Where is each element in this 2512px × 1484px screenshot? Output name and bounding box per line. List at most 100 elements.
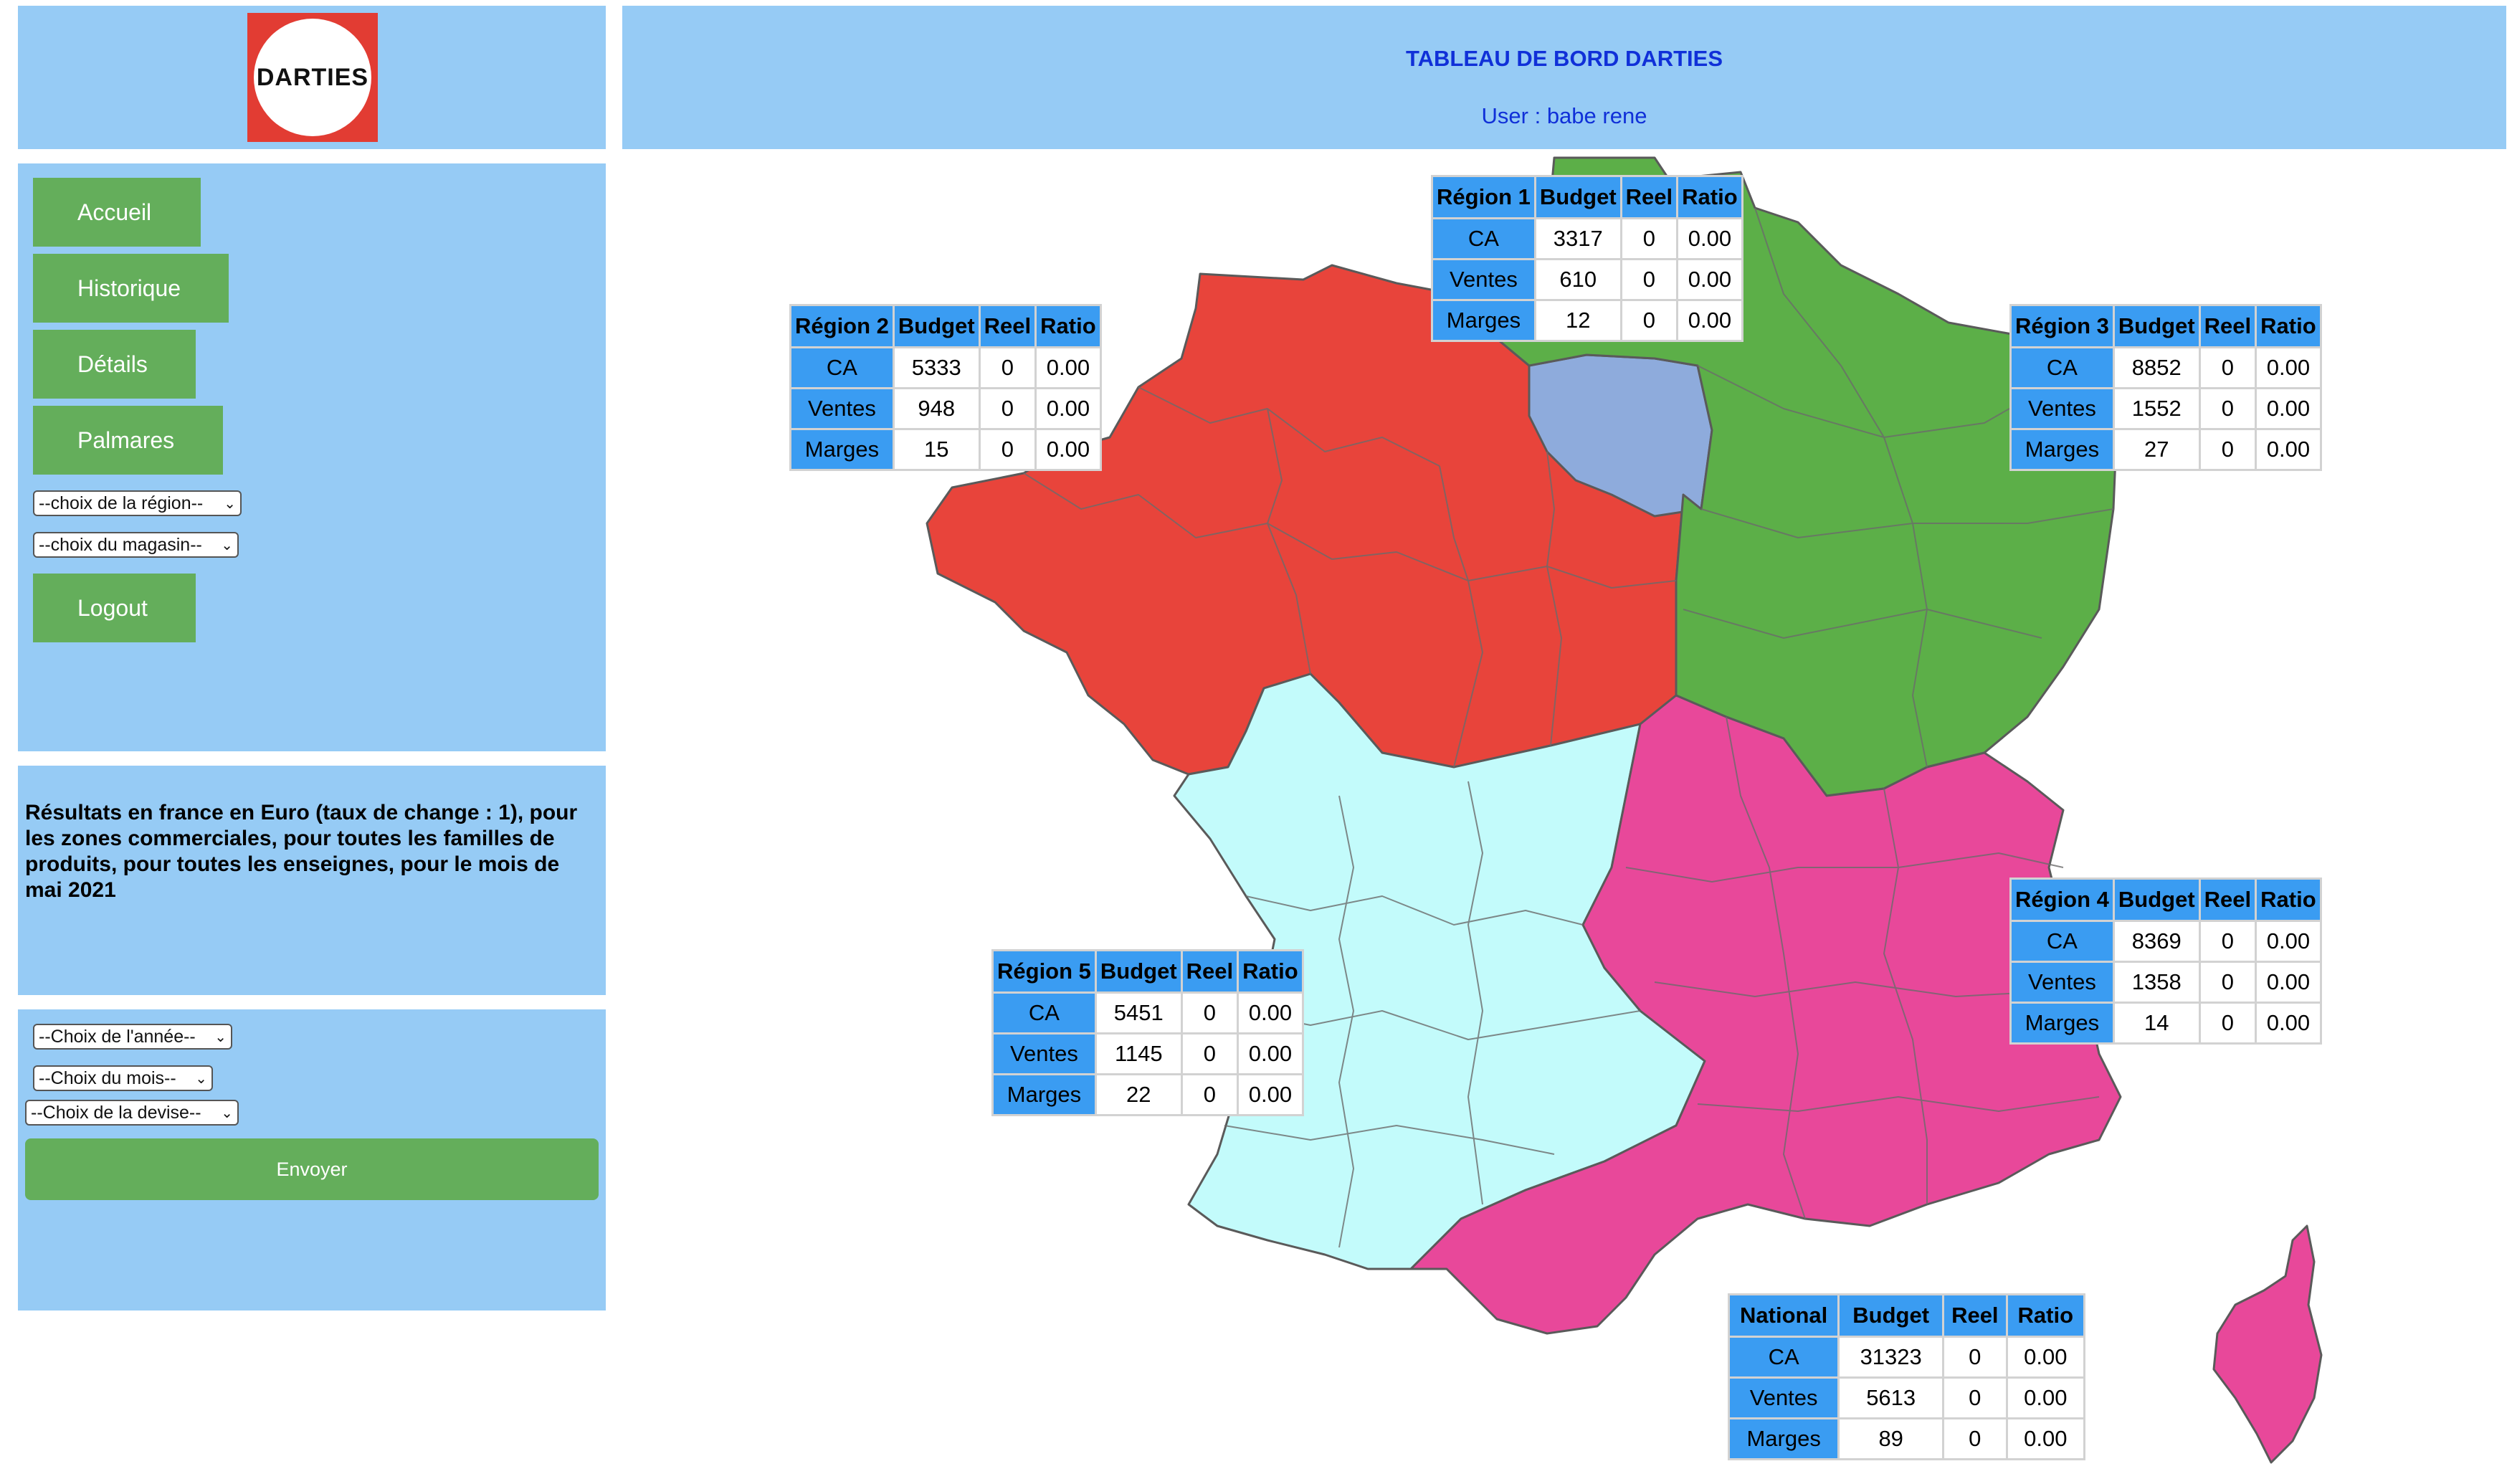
ratio-cell: 0.00 [2005,1376,2086,1419]
table-row: Ventes 1145 0 0.00 [991,1032,1304,1075]
envoyer-button[interactable]: Envoyer [25,1138,599,1200]
reel-cell: 0 [2198,961,2258,1004]
ratio-cell: 0.00 [1237,1032,1304,1075]
table-header: Reel [2198,304,2258,348]
region-select-value: --choix de la région-- [39,493,204,513]
reel-cell: 0 [978,387,1037,430]
details-button[interactable]: Détails [33,330,196,399]
table-header: Région 5 [991,949,1097,994]
region-5-table: Région 5 Budget Reel Ratio CA 5451 0 0.0… [991,949,1304,1116]
ratio-cell: 0.00 [2005,1417,2086,1460]
ratio-cell: 0.00 [1676,299,1743,342]
table-header: Région 3 [2009,304,2115,348]
row-label: Ventes [1431,258,1536,301]
row-label: Ventes [2009,387,2115,430]
table-header: Ratio [2255,877,2322,922]
mois-select-value: --Choix du mois-- [39,1067,176,1088]
ratio-cell: 0.00 [2255,387,2322,430]
reel-cell: 0 [2198,387,2258,430]
table-header: Budget [1094,949,1183,994]
budget-cell: 12 [1533,299,1622,342]
table-header: Ratio [1034,304,1102,348]
annee-select[interactable]: --Choix de l'année-- ⌄ [33,1024,232,1050]
row-label: CA [789,346,895,389]
reel-cell: 0 [1180,991,1240,1034]
reel-cell: 0 [978,346,1037,389]
reel-cell: 0 [2198,920,2258,963]
devise-select[interactable]: --Choix de la devise-- ⌄ [25,1100,239,1126]
reel-cell: 0 [2198,428,2258,471]
region-4-shape[interactable] [1409,694,2122,1335]
reel-cell: 0 [1619,258,1679,301]
region-select[interactable]: --choix de la région-- ⌄ [33,490,242,516]
budget-cell: 31323 [1837,1336,1945,1379]
reel-cell: 0 [1180,1073,1240,1116]
table-row: Ventes 1358 0 0.00 [2009,961,2322,1004]
ratio-cell: 0.00 [2005,1336,2086,1379]
chevron-down-icon: ⌄ [214,1029,227,1045]
filter-form-panel: --Choix de l'année-- ⌄ --Choix du mois--… [18,1009,606,1311]
table-header: Reel [1942,1293,2008,1338]
table-row: Marges 15 0 0.00 [789,428,1102,471]
results-description: Résultats en france en Euro (taux de cha… [25,801,578,902]
table-row: Ventes 5613 0 0.00 [1727,1376,2086,1419]
table-header: Budget [1837,1293,1945,1338]
budget-cell: 22 [1094,1073,1183,1116]
row-label: Ventes [1727,1376,1840,1419]
table-header: Région 4 [2009,877,2115,922]
row-label: CA [2009,920,2115,963]
table-row: CA 3317 0 0.00 [1431,217,1743,260]
ratio-cell: 0.00 [2255,961,2322,1004]
corsica-shape[interactable] [2212,1224,2323,1464]
budget-cell: 15 [892,428,981,471]
table-header: Reel [2198,877,2258,922]
user-label: User : babe rene [1481,103,1647,128]
table-row: Marges 89 0 0.00 [1727,1417,2086,1460]
table-header: Reel [978,304,1037,348]
table-header: Région 1 [1431,175,1536,219]
table-row: CA 8852 0 0.00 [2009,346,2322,389]
region-2-table: Région 2 Budget Reel Ratio CA 5333 0 0.0… [789,304,1102,471]
accueil-button[interactable]: Accueil [33,178,201,247]
ratio-cell: 0.00 [2255,920,2322,963]
magasin-select[interactable]: --choix du magasin-- ⌄ [33,532,239,558]
logo-text: DARTIES [254,19,371,136]
reel-cell: 0 [1180,1032,1240,1075]
chevron-down-icon: ⌄ [221,537,233,553]
annee-select-value: --Choix de l'année-- [39,1026,196,1047]
row-label: Marges [789,428,895,471]
region-4-table: Région 4 Budget Reel Ratio CA 8369 0 0.0… [2009,877,2322,1045]
table-row: CA 5333 0 0.00 [789,346,1102,389]
row-label: CA [991,991,1097,1034]
budget-cell: 5333 [892,346,981,389]
info-panel: Résultats en france en Euro (taux de cha… [18,766,606,995]
budget-cell: 3317 [1533,217,1622,260]
table-header: Budget [892,304,981,348]
table-header: Reel [1619,175,1679,219]
ratio-cell: 0.00 [2255,346,2322,389]
mois-select[interactable]: --Choix du mois-- ⌄ [33,1065,213,1091]
row-label: Marges [991,1073,1097,1116]
row-label: Ventes [2009,961,2115,1004]
darties-logo: DARTIES [247,13,378,142]
row-label: CA [2009,346,2115,389]
budget-cell: 89 [1837,1417,1945,1460]
table-header: Budget [1533,175,1622,219]
nav-panel: Accueil Historique Détails Palmares --ch… [18,163,606,751]
logo-panel: DARTIES [18,6,606,149]
table-header: National [1727,1293,1840,1338]
logout-button[interactable]: Logout [33,574,196,642]
reel-cell: 0 [2198,346,2258,389]
historique-button[interactable]: Historique [33,254,229,323]
france-map: Région 1 Budget Reel Ratio CA 3317 0 0.0… [622,151,2506,1477]
row-label: Marges [2009,1002,2115,1045]
reel-cell: 0 [1619,217,1679,260]
palmares-button[interactable]: Palmares [33,406,223,475]
chevron-down-icon: ⌄ [224,495,236,512]
national-table: National Budget Reel Ratio CA 31323 0 0.… [1727,1293,2086,1460]
ratio-cell: 0.00 [2255,428,2322,471]
table-header: Région 2 [789,304,895,348]
ratio-cell: 0.00 [1034,387,1102,430]
row-label: Ventes [789,387,895,430]
table-header: Ratio [1676,175,1743,219]
